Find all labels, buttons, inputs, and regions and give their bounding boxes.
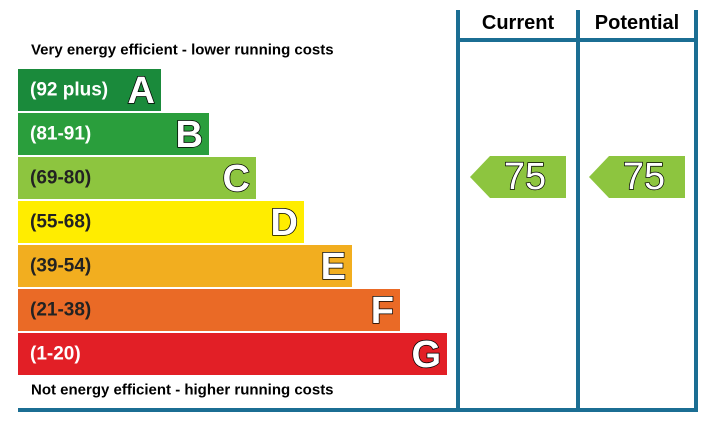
band-range: (92 plus) (30, 80, 108, 101)
current-score: 75 (504, 156, 546, 198)
band-range: (69-80) (30, 168, 91, 189)
band-bar (18, 333, 447, 375)
band-letter: G (411, 334, 441, 376)
band-letter: B (176, 114, 203, 156)
potential-arrow (589, 156, 685, 198)
band-letter: F (371, 290, 394, 332)
band-range: (21-38) (30, 300, 91, 321)
bands: (92 plus) A (81-91) B (69-80) C (55-68) D (39-54… (18, 69, 447, 377)
band-bar (18, 69, 161, 111)
band-range: (1-20) (30, 344, 81, 365)
band-letter: D (271, 202, 298, 244)
band-range: (55-68) (30, 212, 91, 233)
header-current: Current (482, 12, 555, 34)
band-letter: E (321, 246, 346, 288)
header-potential: Potential (595, 12, 679, 34)
top-note: Very energy efficient - lower running co… (31, 42, 334, 59)
band-letter: A (128, 70, 155, 112)
potential-score: 75 (623, 156, 665, 198)
band-bar (18, 201, 304, 243)
band-range: (81-91) (30, 124, 91, 145)
band-bar (18, 289, 400, 331)
bottom-note: Not energy efficient - higher running co… (31, 382, 334, 399)
band-range: (39-54) (30, 256, 91, 277)
band-bar (18, 157, 256, 199)
band-letter: C (223, 158, 250, 200)
current-arrow (470, 156, 566, 198)
band-bar (18, 245, 352, 287)
band-bar (18, 113, 209, 155)
